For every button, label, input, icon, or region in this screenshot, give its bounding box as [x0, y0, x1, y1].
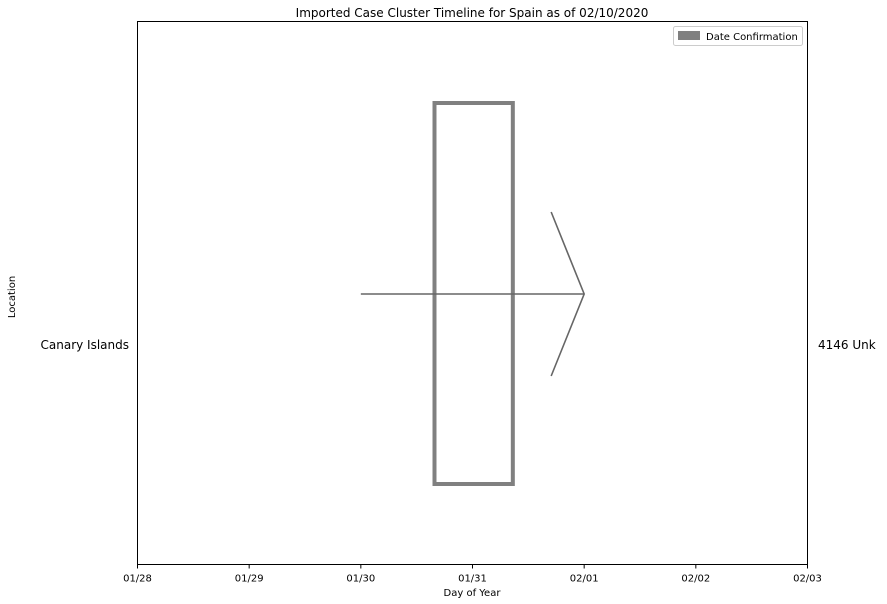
chart-title: Imported Case Cluster Timeline for Spain… [296, 6, 649, 20]
x-tick-label: 01/28 [123, 574, 152, 585]
legend-label-date-confirmation: Date Confirmation [706, 32, 798, 43]
x-axis-label: Day of Year [444, 588, 502, 599]
timeline-arrow-head [550, 211, 586, 377]
x-axis-ticks: 01/28 01/29 01/30 01/31 02/01 02/02 02/03 [123, 564, 822, 585]
legend-box [673, 26, 803, 46]
timeline-marks: Canary Islands 4146 Unk [41, 101, 876, 486]
x-tick-label: 01/31 [458, 574, 487, 585]
legend: Date Confirmation [673, 26, 803, 46]
x-tick-label: 02/01 [570, 574, 599, 585]
x-tick-label: 01/29 [235, 574, 264, 585]
row-label-location: Canary Islands [41, 338, 130, 352]
x-tick-label: 02/03 [793, 574, 822, 585]
y-axis-label: Location [7, 276, 18, 318]
row-label-case-id: 4146 Unk [818, 338, 876, 352]
legend-swatch-date-confirmation [678, 31, 700, 40]
x-tick-label: 01/30 [346, 574, 375, 585]
x-tick-label: 02/02 [681, 574, 710, 585]
